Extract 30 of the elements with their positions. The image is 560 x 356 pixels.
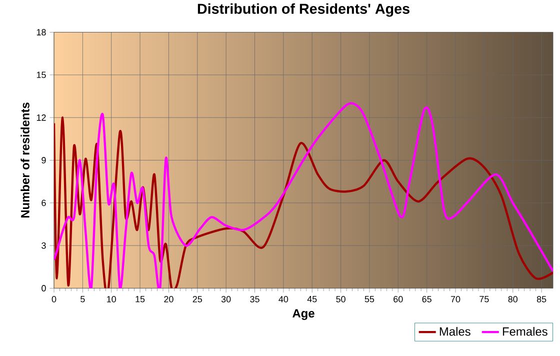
- x-tick-label: 5: [80, 296, 85, 302]
- x-tick-label: 15: [136, 296, 145, 302]
- x-axis-title: Age: [292, 309, 314, 320]
- x-tick-label: 80: [508, 296, 518, 302]
- x-tick-label: 10: [107, 296, 116, 302]
- y-tick-label: 15: [36, 72, 46, 78]
- x-tick-label: 0: [52, 296, 56, 302]
- y-tick-label: 12: [36, 114, 46, 121]
- legend-label: Males: [440, 326, 470, 336]
- y-axis-title: Number of residents: [20, 102, 30, 218]
- y-tick-label: 0: [42, 284, 46, 292]
- x-tick-label: 60: [394, 296, 403, 302]
- y-tick-label: 9: [42, 156, 46, 164]
- x-tick-label: 30: [221, 296, 231, 302]
- x-tick-label: 40: [278, 296, 288, 302]
- x-tick-label: 75: [480, 296, 489, 302]
- x-tick-label: 50: [336, 296, 346, 302]
- x-tick-label: 25: [192, 296, 202, 302]
- y-tick-label: 18: [36, 28, 46, 36]
- x-tick-label: 85: [536, 296, 546, 302]
- legend-label: Females: [502, 326, 548, 336]
- x-tick-label: 65: [422, 296, 432, 302]
- x-tick-label: 70: [450, 296, 460, 302]
- x-tick-label: 20: [164, 296, 174, 302]
- x-tick-label: 55: [364, 296, 374, 302]
- y-tick-label: 3: [42, 242, 46, 249]
- y-tick-label: 6: [42, 200, 46, 206]
- chart-title: Distribution of Residents' Ages: [198, 3, 410, 17]
- x-tick-label: 35: [250, 296, 260, 302]
- x-tick-label: 45: [307, 296, 317, 302]
